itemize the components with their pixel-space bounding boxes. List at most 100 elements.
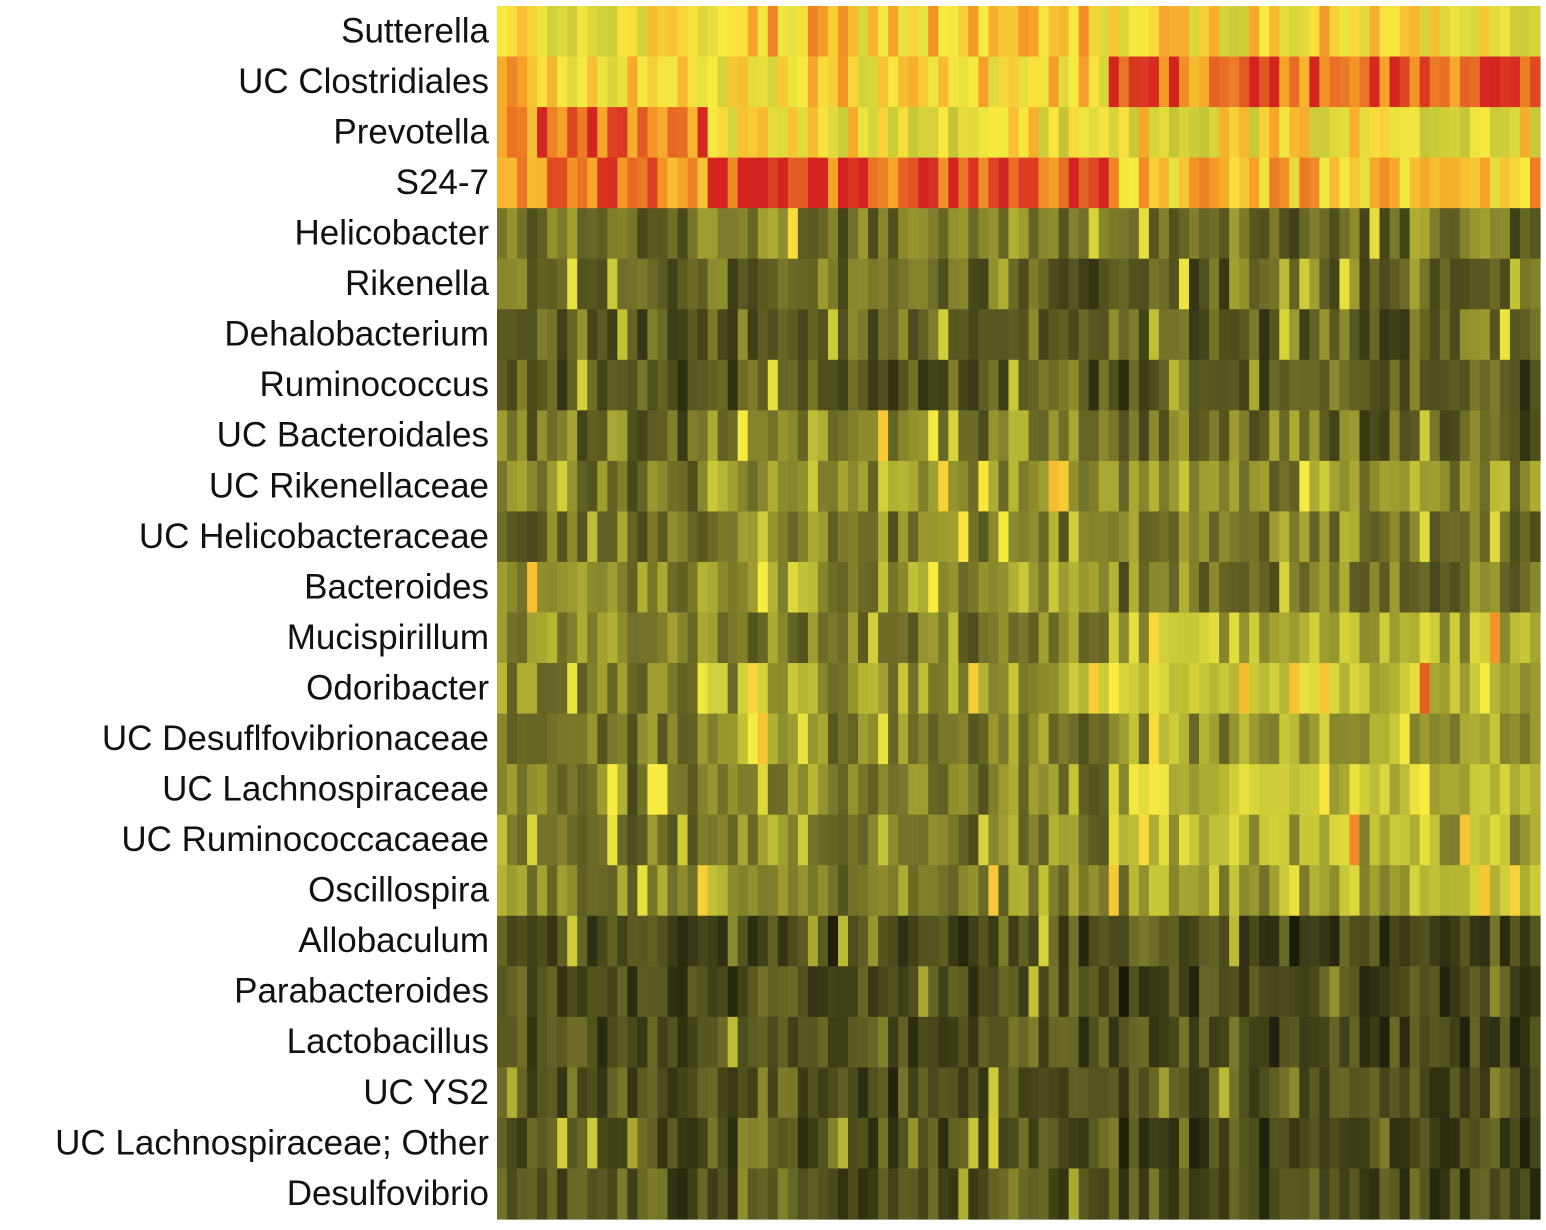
heatmap-cell	[1389, 410, 1401, 462]
heatmap-cell	[687, 612, 699, 664]
heatmap-cell	[1108, 1067, 1120, 1119]
heatmap-cell	[1429, 511, 1441, 563]
heatmap-cell	[1519, 258, 1531, 310]
heatmap-cell	[938, 157, 949, 209]
heatmap-cell	[1168, 612, 1180, 664]
heatmap-cell	[958, 309, 969, 361]
heatmap-cell	[1419, 56, 1431, 108]
heatmap-cell	[767, 764, 779, 816]
heatmap-cell	[1289, 107, 1300, 159]
heatmap-cell	[787, 865, 799, 917]
heatmap-cell	[1168, 258, 1180, 310]
heatmap-cell	[497, 258, 508, 310]
row-label: Oscillospira	[308, 871, 489, 910]
heatmap-cell	[1379, 460, 1391, 513]
heatmap-cell	[1439, 410, 1451, 462]
heatmap-cell	[727, 1016, 739, 1068]
heatmap-cell	[657, 460, 669, 513]
heatmap-cell	[908, 157, 919, 209]
heatmap-cell	[1028, 966, 1040, 1018]
heatmap-cell	[697, 612, 709, 664]
heatmap-cell	[1128, 1016, 1140, 1068]
heatmap-cell	[707, 865, 719, 917]
heatmap-cell	[587, 410, 598, 462]
heatmap-cell	[1259, 764, 1270, 816]
heatmap-cell	[797, 764, 809, 816]
heatmap-cell	[1108, 258, 1120, 310]
heatmap-cell	[647, 865, 659, 917]
heatmap-cell	[1178, 561, 1190, 614]
heatmap-cell	[1489, 410, 1501, 462]
heatmap-cell	[848, 764, 859, 816]
heatmap-cell	[1018, 359, 1030, 411]
heatmap-cell	[958, 966, 969, 1018]
heatmap-cell	[988, 1016, 1000, 1068]
heatmap-cell	[848, 511, 859, 563]
heatmap-cell	[817, 56, 829, 108]
heatmap-cell	[988, 6, 1000, 58]
heatmap-cell	[878, 713, 889, 765]
heatmap-cell	[507, 1168, 518, 1220]
heatmap-cell	[1259, 6, 1270, 58]
heatmap-cell	[727, 561, 739, 614]
heatmap-cell	[827, 1117, 839, 1170]
heatmap-cell	[898, 1016, 909, 1068]
heatmap-cell	[1098, 713, 1110, 765]
heatmap-cell	[1519, 460, 1531, 513]
heatmap-cell	[928, 1117, 939, 1170]
heatmap-cell	[1048, 764, 1060, 816]
heatmap-cell	[1028, 410, 1040, 462]
heatmap-cell	[747, 915, 759, 967]
heatmap-cell	[507, 359, 518, 411]
heatmap-cell	[787, 764, 799, 816]
heatmap-cell	[1529, 814, 1541, 866]
heatmap-cell	[1289, 612, 1300, 664]
heatmap-cell	[928, 56, 939, 108]
heatmap-cell	[737, 612, 749, 664]
heatmap-cell	[587, 764, 598, 816]
heatmap-cell	[717, 6, 729, 58]
heatmap-cell	[1219, 1117, 1230, 1170]
heatmap-cell	[1269, 865, 1280, 917]
heatmap-cell	[1439, 107, 1451, 159]
heatmap-cell	[1359, 1067, 1371, 1119]
heatmap-cell	[1068, 612, 1080, 664]
heatmap-cell	[767, 663, 779, 715]
heatmap-cell	[1118, 1168, 1130, 1220]
heatmap-cell	[747, 258, 759, 310]
heatmap-cell	[587, 1067, 598, 1119]
heatmap-cell	[1329, 511, 1341, 563]
heatmap-cell	[888, 258, 899, 310]
heatmap-cell	[888, 1168, 899, 1220]
heatmap-cell	[837, 814, 849, 866]
heatmap-cell	[577, 865, 588, 917]
heatmap-cell	[1489, 561, 1501, 614]
heatmap-cell	[1178, 157, 1190, 209]
heatmap-cell	[888, 359, 899, 411]
heatmap-cell	[1038, 663, 1050, 715]
heatmap-cell	[537, 107, 548, 159]
heatmap-cell	[1299, 309, 1310, 361]
heatmap-cell	[1429, 1168, 1441, 1220]
heatmap-cell	[767, 309, 779, 361]
heatmap-cell	[898, 157, 909, 209]
heatmap-cell	[1209, 410, 1220, 462]
heatmap-cell	[577, 1067, 588, 1119]
heatmap-cell	[727, 359, 739, 411]
heatmap-cell	[787, 966, 799, 1018]
heatmap-cell	[1088, 309, 1100, 361]
heatmap-cell	[948, 764, 959, 816]
heatmap-cell	[537, 915, 548, 967]
heatmap-cell	[607, 865, 618, 917]
heatmap-cell	[637, 56, 649, 108]
heatmap-cell	[617, 1168, 628, 1220]
heatmap-cell	[627, 1067, 639, 1119]
heatmap-cell	[1529, 663, 1541, 715]
heatmap-cell	[1068, 6, 1080, 58]
heatmap-cell	[747, 1168, 759, 1220]
heatmap-cell	[567, 865, 578, 917]
heatmap-cell	[1359, 258, 1371, 310]
heatmap-cell	[948, 612, 959, 664]
heatmap-cell	[1018, 1067, 1030, 1119]
heatmap-cell	[1489, 966, 1501, 1018]
